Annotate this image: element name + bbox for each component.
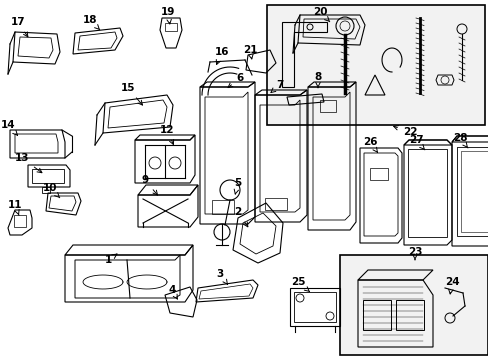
Text: 14: 14 <box>0 120 18 135</box>
Text: 12: 12 <box>160 125 174 144</box>
Text: 11: 11 <box>8 200 22 215</box>
Text: 13: 13 <box>15 153 42 173</box>
Text: 15: 15 <box>121 83 142 105</box>
Bar <box>319 100 335 112</box>
Text: 22: 22 <box>393 126 416 137</box>
Bar <box>212 200 234 214</box>
Text: 26: 26 <box>362 137 377 152</box>
Bar <box>164 23 177 31</box>
Text: 18: 18 <box>82 15 100 30</box>
Text: 3: 3 <box>216 269 227 284</box>
Text: 9: 9 <box>141 175 157 195</box>
Text: 5: 5 <box>234 178 241 194</box>
Bar <box>293 292 335 322</box>
Text: 8: 8 <box>314 72 321 87</box>
Text: 10: 10 <box>42 183 60 198</box>
Text: 23: 23 <box>407 247 421 260</box>
Bar <box>32 169 64 183</box>
Text: 7: 7 <box>270 80 283 93</box>
Text: 20: 20 <box>312 7 329 22</box>
Text: 28: 28 <box>452 133 467 148</box>
Text: 4: 4 <box>168 285 177 299</box>
Text: 24: 24 <box>444 277 458 294</box>
Text: 16: 16 <box>214 47 229 64</box>
Text: 1: 1 <box>104 254 117 265</box>
Bar <box>362 300 390 330</box>
Bar <box>369 168 387 180</box>
Bar <box>266 5 484 125</box>
Text: 19: 19 <box>161 7 175 24</box>
Text: 27: 27 <box>408 135 424 150</box>
Bar <box>395 300 423 330</box>
Text: 6: 6 <box>227 73 243 87</box>
Bar <box>264 198 286 210</box>
Text: 2: 2 <box>234 207 247 227</box>
Text: 25: 25 <box>290 277 309 292</box>
Bar <box>339 255 487 355</box>
Text: 17: 17 <box>11 17 28 37</box>
Bar <box>14 215 26 227</box>
Bar <box>289 288 339 326</box>
Text: 21: 21 <box>242 45 257 59</box>
